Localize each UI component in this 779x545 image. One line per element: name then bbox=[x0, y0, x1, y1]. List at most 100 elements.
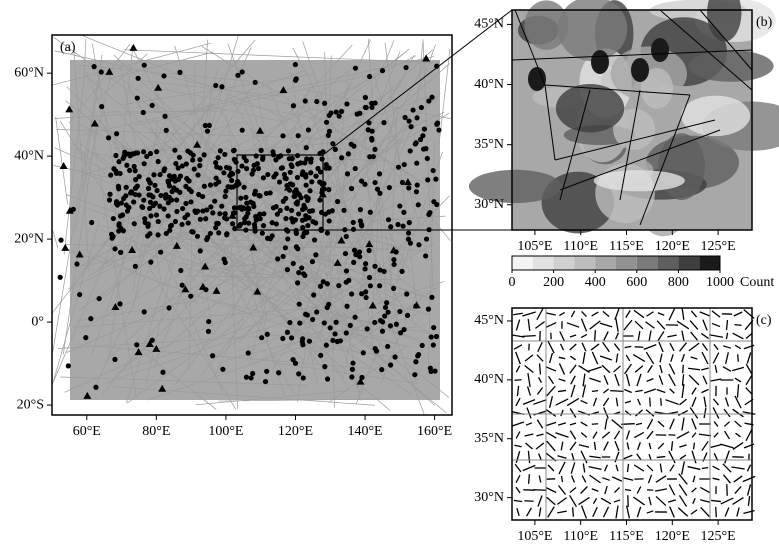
station-triangle bbox=[243, 203, 252, 211]
station bbox=[427, 365, 433, 371]
station bbox=[116, 228, 122, 234]
orientation-bar bbox=[710, 378, 722, 382]
ray-path bbox=[75, 68, 102, 232]
orientation-bar bbox=[701, 440, 709, 452]
station bbox=[413, 359, 419, 365]
station bbox=[282, 245, 289, 251]
station bbox=[406, 118, 412, 124]
station bbox=[207, 182, 214, 188]
orientation-bar bbox=[634, 365, 644, 373]
ray-path bbox=[57, 326, 417, 349]
station bbox=[257, 216, 263, 222]
orientation-bar bbox=[569, 364, 577, 374]
ray-path bbox=[65, 194, 291, 275]
orientation-bar bbox=[515, 319, 521, 331]
station bbox=[239, 69, 245, 75]
station bbox=[147, 179, 153, 186]
station bbox=[273, 204, 279, 210]
station bbox=[414, 160, 420, 166]
orientation-bar bbox=[547, 340, 555, 354]
orientation-bar bbox=[546, 312, 556, 316]
orientation-bar bbox=[602, 397, 610, 407]
station bbox=[333, 319, 339, 325]
station bbox=[233, 159, 239, 165]
station bbox=[267, 190, 273, 196]
ray-path bbox=[302, 40, 378, 260]
orientation-bar bbox=[580, 399, 588, 405]
ray-path bbox=[83, 150, 88, 192]
station bbox=[410, 107, 416, 113]
orientation-bar bbox=[731, 466, 745, 470]
orientation-bar bbox=[655, 495, 667, 507]
station bbox=[360, 350, 366, 356]
orientation-bar bbox=[591, 488, 599, 492]
orientation-bar bbox=[537, 495, 543, 507]
orientation-bar bbox=[646, 464, 654, 472]
orientation-bar bbox=[557, 485, 567, 495]
station bbox=[289, 163, 295, 170]
station bbox=[347, 322, 353, 329]
orientation-bar bbox=[625, 354, 631, 362]
orientation-bar bbox=[713, 343, 719, 351]
orientation-bar bbox=[657, 442, 665, 450]
orientation-bar bbox=[594, 330, 596, 342]
station bbox=[173, 161, 179, 167]
station bbox=[195, 172, 201, 178]
boundary bbox=[544, 84, 691, 96]
y-tick-label: 35°N bbox=[474, 137, 504, 152]
station bbox=[287, 169, 293, 175]
orientation-bar bbox=[624, 400, 632, 404]
ray-path bbox=[81, 144, 180, 176]
orientation-bar bbox=[557, 455, 567, 459]
ray-path bbox=[84, 249, 169, 287]
station bbox=[252, 79, 258, 86]
orientation-bar bbox=[610, 389, 624, 393]
orientation-bar bbox=[571, 507, 575, 517]
orientation-bar bbox=[625, 430, 631, 440]
ray-path bbox=[78, 84, 227, 277]
station-triangle bbox=[368, 301, 377, 309]
station bbox=[280, 253, 286, 260]
station bbox=[376, 171, 383, 177]
orientation-bar bbox=[681, 417, 685, 431]
station-triangle bbox=[403, 178, 412, 186]
orientation-bar bbox=[723, 421, 731, 427]
orientation-bar bbox=[615, 505, 619, 519]
station bbox=[258, 147, 264, 153]
station bbox=[405, 236, 412, 242]
station bbox=[154, 149, 160, 155]
ray-path bbox=[159, 54, 403, 227]
orientation-bar bbox=[647, 365, 653, 373]
orientation-bar bbox=[645, 321, 655, 329]
boundary bbox=[639, 94, 691, 226]
orientation-bar bbox=[747, 496, 751, 506]
colorbar-swatch bbox=[699, 256, 720, 270]
station bbox=[217, 148, 223, 154]
station bbox=[133, 184, 139, 191]
orientation-bar bbox=[515, 486, 521, 494]
station bbox=[388, 224, 394, 230]
orientation-bar bbox=[591, 351, 599, 365]
station bbox=[292, 360, 299, 366]
station bbox=[118, 200, 124, 206]
station bbox=[351, 247, 358, 253]
station bbox=[163, 127, 169, 133]
station bbox=[213, 82, 219, 89]
orientation-bar bbox=[548, 396, 554, 408]
station bbox=[357, 207, 364, 213]
station bbox=[254, 161, 260, 167]
orientation-bar bbox=[589, 474, 601, 484]
orientation-bar bbox=[515, 365, 521, 373]
orientation-bar bbox=[560, 409, 564, 417]
orientation-bar bbox=[547, 464, 555, 472]
station bbox=[336, 113, 342, 119]
station bbox=[177, 189, 183, 195]
orientation-bar bbox=[522, 464, 536, 472]
orientation-bar bbox=[700, 499, 710, 503]
orientation-bar bbox=[713, 432, 719, 438]
orientation-bar bbox=[557, 389, 567, 393]
station bbox=[201, 152, 207, 158]
station bbox=[430, 167, 436, 174]
station bbox=[415, 202, 421, 208]
orientation-bar bbox=[569, 355, 577, 361]
